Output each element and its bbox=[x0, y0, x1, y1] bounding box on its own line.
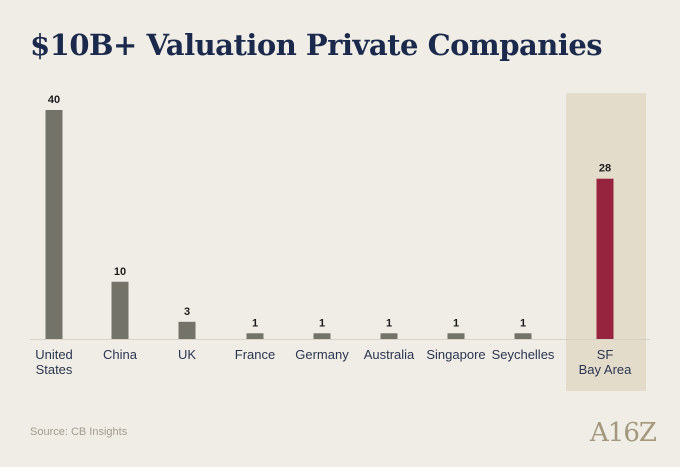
category-label: Germany bbox=[295, 347, 349, 362]
bar bbox=[380, 333, 398, 339]
value-label: 3 bbox=[184, 306, 190, 318]
bar bbox=[45, 110, 63, 339]
category-label: China bbox=[103, 347, 138, 362]
bar bbox=[246, 333, 264, 339]
category-label: Singapore bbox=[426, 347, 485, 362]
category-label: Bay Area bbox=[579, 362, 633, 377]
category-label: Seychelles bbox=[492, 347, 555, 362]
bars-group bbox=[45, 110, 614, 339]
bar bbox=[178, 321, 196, 339]
bar bbox=[111, 281, 129, 339]
bar bbox=[447, 333, 465, 339]
value-label: 1 bbox=[386, 317, 392, 329]
source-note: Source: CB Insights bbox=[30, 426, 128, 438]
category-label: States bbox=[36, 362, 73, 377]
a16z-logo: A16Z bbox=[590, 418, 657, 448]
category-label: UK bbox=[178, 347, 196, 362]
value-label: 10 bbox=[114, 266, 126, 278]
value-label: 1 bbox=[252, 317, 258, 329]
value-label: 28 bbox=[599, 163, 611, 175]
category-label: France bbox=[235, 347, 275, 362]
bar bbox=[514, 333, 532, 339]
category-label: Australia bbox=[364, 347, 415, 362]
value-labels-group: 40 10 3 1 1 1 1 1 28 bbox=[48, 94, 611, 329]
value-label: 1 bbox=[453, 317, 459, 329]
category-label: SF bbox=[597, 347, 614, 362]
category-label: United bbox=[35, 347, 73, 362]
bar bbox=[313, 333, 331, 339]
bar bbox=[596, 178, 614, 339]
value-label: 1 bbox=[319, 317, 325, 329]
chart-title: $10B+ Valuation Private Companies bbox=[30, 28, 603, 62]
value-label: 40 bbox=[48, 94, 60, 106]
value-label: 1 bbox=[520, 317, 526, 329]
